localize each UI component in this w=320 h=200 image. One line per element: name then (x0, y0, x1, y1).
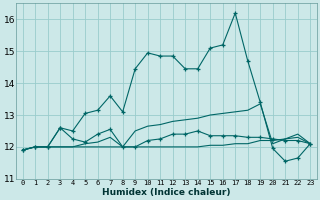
X-axis label: Humidex (Indice chaleur): Humidex (Indice chaleur) (102, 188, 231, 197)
